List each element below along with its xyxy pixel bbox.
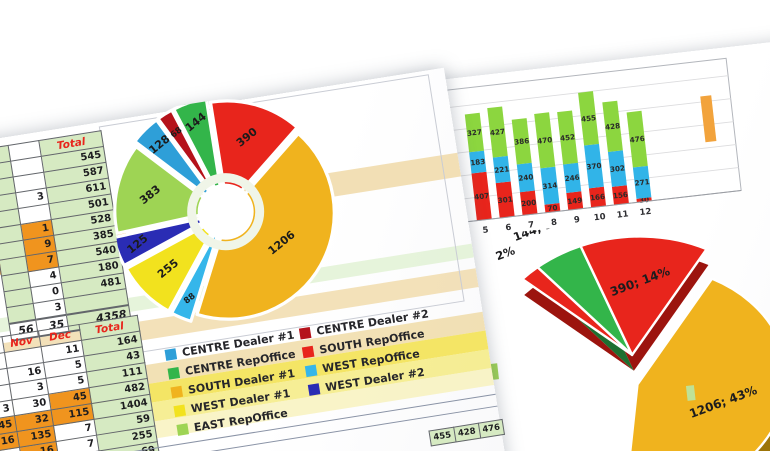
bar-segment-bottom-red xyxy=(471,171,492,221)
bar-segment-middle-blue xyxy=(540,166,560,205)
x-axis-tick-label: 6 xyxy=(505,223,512,234)
x-axis-tick-label: 9 xyxy=(573,215,580,226)
bar-value-label: 221 xyxy=(494,164,510,175)
bar-segment-bottom-red xyxy=(519,190,538,216)
paper-sheet-right: 407 183 327 5 301 221 427 6 200 240 386 7 70 314 470 8 1… xyxy=(395,36,770,451)
legend-color-swatch-icon xyxy=(176,423,190,436)
stacked-bar-chart: 407 183 327 5 301 221 427 6 200 240 386 7 70 314 470 8 1… xyxy=(429,57,742,236)
legend-color-swatch-icon xyxy=(164,348,178,361)
bar-segment-middle-blue xyxy=(607,150,627,187)
x-axis-tick-label: 12 xyxy=(639,207,652,218)
bar-value-label: 246 xyxy=(564,173,580,184)
value-cell: 428 xyxy=(453,423,481,443)
pie-slice-west-dealer-1 xyxy=(124,216,221,313)
value-cell: 455 xyxy=(428,427,456,446)
bar-segment-bottom-red xyxy=(588,186,607,208)
bar-value-label: 407 xyxy=(474,191,490,202)
bar-value-label: 302 xyxy=(609,163,625,174)
legend-color-swatch-icon xyxy=(307,383,321,396)
bar-value-label: 386 xyxy=(514,136,530,147)
bar-value-label: 156 xyxy=(612,190,628,201)
bar-segment-top-green xyxy=(487,106,508,158)
bar-segment-top-green xyxy=(626,110,648,168)
pie3d-slice-390-14% xyxy=(579,235,708,357)
legend-color-swatch-icon xyxy=(167,366,181,380)
bar-value-label: 327 xyxy=(466,127,482,138)
bar-value-label: 149 xyxy=(567,195,583,206)
bar-segment-bottom-red xyxy=(611,185,629,205)
legend-color-swatch-icon xyxy=(298,326,312,340)
legend-color-swatch-icon xyxy=(170,385,184,399)
x-axis-tick-label: 8 xyxy=(551,218,558,229)
bar-value-label: 30 xyxy=(639,195,650,205)
bar-segment-top-green xyxy=(534,112,556,169)
value-cell: 476 xyxy=(477,419,505,439)
pie-slice-south-dealer-1 xyxy=(195,132,336,321)
donut-hole xyxy=(197,183,254,240)
bar-segment-bottom-red xyxy=(544,202,561,213)
bar-segment-top-green xyxy=(464,112,484,153)
bottom-table-fragment: 455 428 476 xyxy=(428,419,505,447)
bar-segment-middle-blue xyxy=(584,143,604,189)
x-axis-tick-label: 11 xyxy=(616,209,629,220)
pie3d-slice-label: 2% xyxy=(494,243,518,263)
pie3d-slice-1206-43% xyxy=(623,277,770,451)
legend-fragment-icon xyxy=(685,385,696,401)
bottom-fragment-grid: 455 428 476 xyxy=(428,419,505,447)
bar-value-label: 455 xyxy=(581,113,597,124)
pie-chart-3d: 2%144; 5%390; 14%1206; 43% xyxy=(494,212,770,451)
gridline xyxy=(431,75,729,110)
bar-segment-top-green xyxy=(602,100,623,152)
legend-color-swatch-icon xyxy=(301,345,315,359)
bar-segment-middle-blue xyxy=(492,155,511,184)
pie3d-slice-side xyxy=(524,283,634,371)
bar-segment-middle-blue xyxy=(563,162,582,193)
bar-segment-middle-blue xyxy=(469,150,487,174)
bar-value-label: 314 xyxy=(542,180,558,191)
x-axis-line xyxy=(445,189,742,225)
bar-segment-top-green xyxy=(578,91,599,146)
bar-value-label: 470 xyxy=(537,135,553,146)
bar-segment-top-green xyxy=(511,118,532,165)
bar-value-label: 476 xyxy=(629,134,645,145)
bar-value-label: 301 xyxy=(497,195,513,206)
bar-value-label: 166 xyxy=(590,192,606,203)
bar-value-label: 370 xyxy=(586,161,602,172)
bar-segment-top-green xyxy=(557,110,578,165)
bar-value-label: 271 xyxy=(634,177,650,188)
x-axis-tick-label: 7 xyxy=(528,220,535,231)
bar-value-label: 183 xyxy=(470,157,486,168)
bar-value-label: 200 xyxy=(521,198,537,209)
bar-value-label: 240 xyxy=(518,172,534,183)
bar-value-label: 452 xyxy=(560,132,576,143)
bar-segment-middle-blue xyxy=(632,165,652,199)
bar-value-label: 70 xyxy=(547,203,558,213)
bar-segment-middle-blue xyxy=(516,162,535,193)
legend-color-swatch-icon xyxy=(304,364,318,378)
bar-segment-bottom-red xyxy=(566,191,584,211)
legend-color-swatch-icon xyxy=(173,404,187,418)
x-axis-tick-label: 5 xyxy=(482,225,489,236)
pie-slice-centre-dealer-1 xyxy=(133,118,221,207)
bar-value-label: 428 xyxy=(605,121,621,132)
x-axis-tick-label: 10 xyxy=(593,212,606,223)
bar-segment-bottom-red xyxy=(495,181,515,218)
paper-sheet-left: Total 545 587 3 611 501 1 528 9 385 7 540 4 180 0 481 3 5… xyxy=(0,67,532,451)
bar-value-label: 427 xyxy=(490,127,506,138)
